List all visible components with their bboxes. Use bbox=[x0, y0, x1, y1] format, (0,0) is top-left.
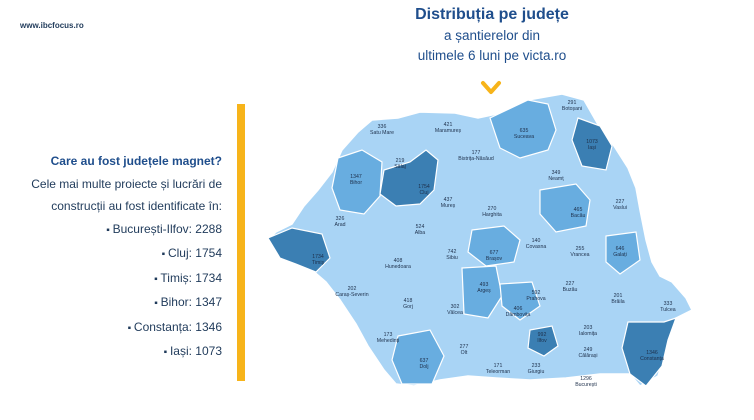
county-label: 1346 Constanța bbox=[640, 350, 664, 362]
list-item: București-Ilfov: 2288 bbox=[7, 218, 222, 243]
county-label: 637 Dolj bbox=[420, 358, 429, 370]
county-label: 437 Mureș bbox=[441, 197, 456, 209]
list-item: Cluj: 1754 bbox=[7, 242, 222, 267]
county-label: 277 Olt bbox=[460, 344, 469, 356]
site-url: www.ibcfocus.ro bbox=[20, 21, 84, 30]
county-highlights bbox=[267, 117, 677, 387]
chevron-down-icon bbox=[481, 81, 501, 94]
county-label: 173 Mehedinți bbox=[377, 332, 400, 344]
county-label: 1296 București bbox=[575, 376, 597, 388]
county-label: 233 Giurgiu bbox=[528, 363, 545, 375]
side-intro-1: Cele mai multe proiecte și lucrări de bbox=[31, 176, 222, 191]
county-cluj bbox=[379, 149, 439, 207]
county-suceava bbox=[489, 99, 557, 159]
county-label: 1073 Iași bbox=[586, 139, 598, 151]
side-intro-2: construcții au fost identificate în: bbox=[51, 199, 222, 213]
list-item: Bihor: 1347 bbox=[7, 291, 222, 316]
side-question: Care au fost județele magnet? bbox=[50, 154, 222, 168]
county-label: 408 Hunedoara bbox=[385, 258, 411, 270]
county-label: 1734 Timiș bbox=[312, 254, 325, 266]
county-timis bbox=[267, 227, 331, 273]
county-label: 219 Sălaj bbox=[394, 158, 406, 170]
county-galati bbox=[605, 231, 641, 275]
county-label: 255 Vrancea bbox=[570, 246, 589, 258]
county-label: 291 Botoșani bbox=[562, 100, 582, 112]
county-label: 406 Dâmbovița bbox=[506, 306, 531, 318]
county-ilfov bbox=[527, 325, 559, 357]
county-label: 646 Galați bbox=[613, 246, 627, 258]
top-county-list: București-Ilfov: 2288 Cluj: 1754 Timiș: … bbox=[7, 218, 222, 365]
county-label: 592 Prahova bbox=[526, 290, 545, 302]
county-labels: 291 Botoșani 336 Satu Mare 421 Maramureș 63… bbox=[312, 100, 676, 388]
county-iasi bbox=[571, 117, 613, 171]
county-label: 302 Vâlcea bbox=[447, 304, 463, 316]
county-arges bbox=[461, 265, 503, 319]
county-label: 493 Argeș bbox=[477, 282, 491, 294]
county-label: 336 Satu Mare bbox=[370, 124, 394, 136]
accent-bar bbox=[237, 104, 245, 381]
county-label: 992 Ilfov bbox=[537, 332, 547, 344]
county-shapes bbox=[331, 99, 641, 385]
county-label: 349 Neamț bbox=[548, 170, 564, 182]
county-label: 742 Sibiu bbox=[446, 249, 458, 261]
county-label: 635 Suceava bbox=[514, 128, 534, 140]
county-label: 421 Maramureș bbox=[435, 122, 462, 134]
county-label: 418 Gorj bbox=[403, 298, 413, 310]
county-label: 465 Bacău bbox=[571, 207, 586, 219]
county-label: 171 Teleorman bbox=[486, 363, 510, 375]
county-bacau bbox=[539, 183, 591, 233]
county-label: 1754 Cluj bbox=[418, 184, 430, 196]
county-label: 203 Ialomița bbox=[579, 325, 597, 337]
county-label: 524 Alba bbox=[415, 224, 425, 236]
county-constanta bbox=[621, 317, 677, 387]
county-brasov bbox=[467, 225, 521, 267]
county-dolj bbox=[391, 329, 445, 385]
page-title: Distribuția pe județe a șantierelor din … bbox=[382, 4, 602, 66]
county-label: 270 Harghita bbox=[482, 206, 502, 218]
county-label: 201 Brăila bbox=[611, 293, 624, 305]
county-label: 249 Călărași bbox=[578, 347, 597, 359]
list-item: Iași: 1073 bbox=[7, 340, 222, 365]
title-line-3: ultimele 6 luni pe victa.ro bbox=[417, 48, 567, 63]
county-label: 333 Tulcea bbox=[660, 301, 675, 313]
county-label: 202 Caraș-Severin bbox=[335, 286, 368, 298]
list-item: Constanța: 1346 bbox=[7, 316, 222, 341]
county-label: 227 Buzău bbox=[563, 281, 578, 293]
title-line-2: a șantierelor din bbox=[443, 28, 541, 43]
county-label: 140 Covasna bbox=[526, 238, 547, 250]
county-bihor bbox=[331, 149, 383, 215]
county-prahova bbox=[499, 281, 541, 321]
county-label: 177 Bistrița-Năsăud bbox=[458, 150, 494, 162]
county-label: 227 Vaslui bbox=[613, 199, 627, 211]
side-panel: Care au fost județele magnet? Cele mai m… bbox=[7, 150, 222, 365]
county-label: 1347 Bihor bbox=[350, 174, 362, 186]
title-line-1: Distribuția pe județe bbox=[415, 6, 569, 23]
county-label: 326 Arad bbox=[335, 216, 346, 228]
list-item: Timiș: 1734 bbox=[7, 267, 222, 292]
county-label: 677 Brașov bbox=[486, 250, 503, 262]
